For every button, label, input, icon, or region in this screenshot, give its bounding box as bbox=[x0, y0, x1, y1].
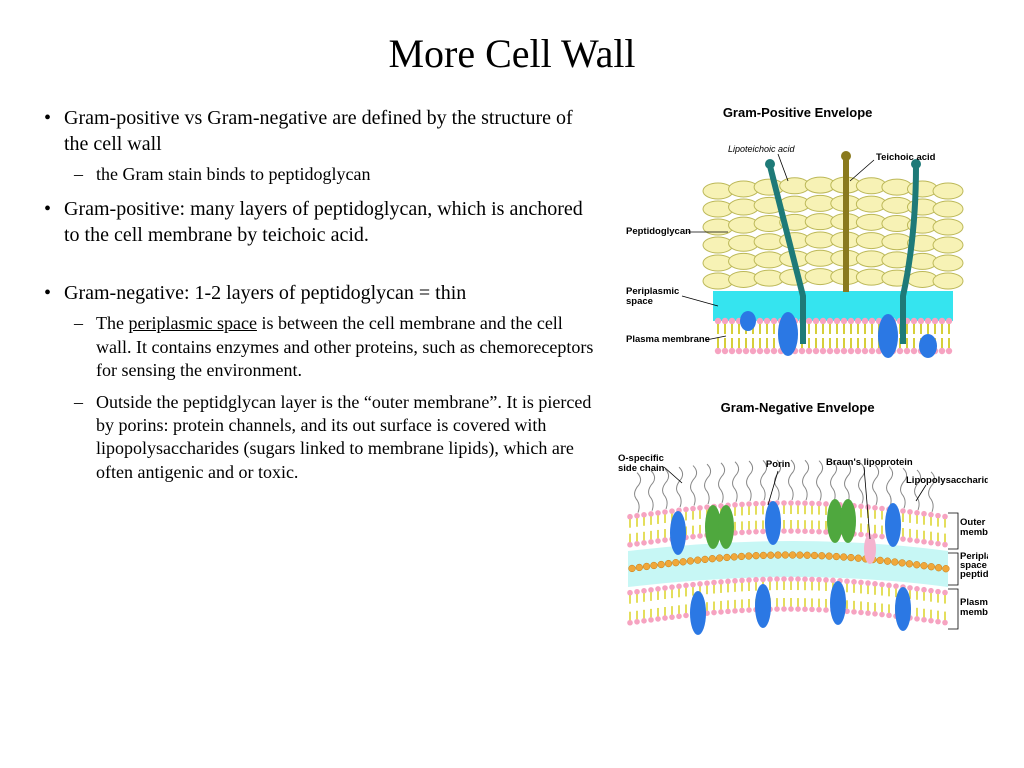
peptidoglycan-layers bbox=[703, 177, 963, 289]
b3s1-pre: The bbox=[96, 313, 128, 333]
lbl-periplasm: Periplasmicspace andpeptidoglycan bbox=[960, 551, 988, 580]
content-row: Gram-positive vs Gram-negative are defin… bbox=[36, 105, 988, 748]
gram-positive-diagram: Gram-Positive Envelope bbox=[607, 105, 988, 386]
gram-negative-diagram: Gram-Negative Envelope bbox=[607, 400, 988, 661]
text-column: Gram-positive vs Gram-negative are defin… bbox=[36, 105, 597, 748]
gram-negative-svg: O-specificside chain Porin Braun's lipop… bbox=[608, 421, 988, 661]
lbl-peptidoglycan: Peptidoglycan bbox=[626, 226, 691, 237]
bullet-3: Gram-negative: 1-2 layers of peptidoglyc… bbox=[36, 280, 597, 484]
lbl-plasma-neg: Plasmamembrane bbox=[960, 597, 988, 618]
bullet-3-text: Gram-negative: 1-2 layers of peptidoglyc… bbox=[64, 282, 466, 304]
bullet-3-sub-1: The periplasmic space is between the cel… bbox=[64, 312, 597, 382]
gram-negative-title: Gram-Negative Envelope bbox=[721, 400, 875, 415]
bullet-3-sublist: The periplasmic space is between the cel… bbox=[64, 312, 597, 484]
bullet-1: Gram-positive vs Gram-negative are defin… bbox=[36, 105, 597, 186]
lbl-braun: Braun's lipoprotein bbox=[826, 457, 913, 468]
bullet-1-sublist: the Gram stain binds to peptidoglycan bbox=[64, 163, 597, 186]
b3s1-underlined: periplasmic space bbox=[128, 313, 256, 333]
lbl-lipoteichoic: Lipoteichoic acid bbox=[728, 144, 796, 154]
lbl-lps: Lipopolysaccharide bbox=[906, 475, 988, 486]
lbl-teichoic: Teichoic acid bbox=[876, 152, 936, 163]
slide-title: More Cell Wall bbox=[36, 30, 988, 77]
lbl-ospecific: O-specificside chain bbox=[618, 453, 665, 474]
gram-positive-title: Gram-Positive Envelope bbox=[723, 105, 873, 120]
diagram-column: Gram-Positive Envelope bbox=[607, 105, 988, 748]
bullet-list-2: Gram-negative: 1-2 layers of peptidoglyc… bbox=[36, 280, 597, 484]
bullet-1-sub-1: the Gram stain binds to peptidoglycan bbox=[64, 163, 597, 186]
bullet-1-text: Gram-positive vs Gram-negative are defin… bbox=[64, 107, 573, 155]
gram-positive-svg: Lipoteichoic acid Teichoic acid Peptidog… bbox=[618, 126, 978, 386]
bullet-3-sub-2: Outside the peptidglycan layer is the “o… bbox=[64, 391, 597, 485]
bullet-2: Gram-positive: many layers of peptidogly… bbox=[36, 196, 597, 248]
lbl-outer: Outermembrane bbox=[960, 517, 988, 538]
lbl-porin: Porin bbox=[765, 459, 789, 470]
bullet-list: Gram-positive vs Gram-negative are defin… bbox=[36, 105, 597, 248]
lbl-periplasmic: Periplasmicspace bbox=[626, 286, 679, 307]
slide: More Cell Wall Gram-positive vs Gram-neg… bbox=[0, 0, 1024, 768]
spacer bbox=[36, 258, 597, 280]
lbl-plasma: Plasma membrane bbox=[626, 334, 710, 345]
